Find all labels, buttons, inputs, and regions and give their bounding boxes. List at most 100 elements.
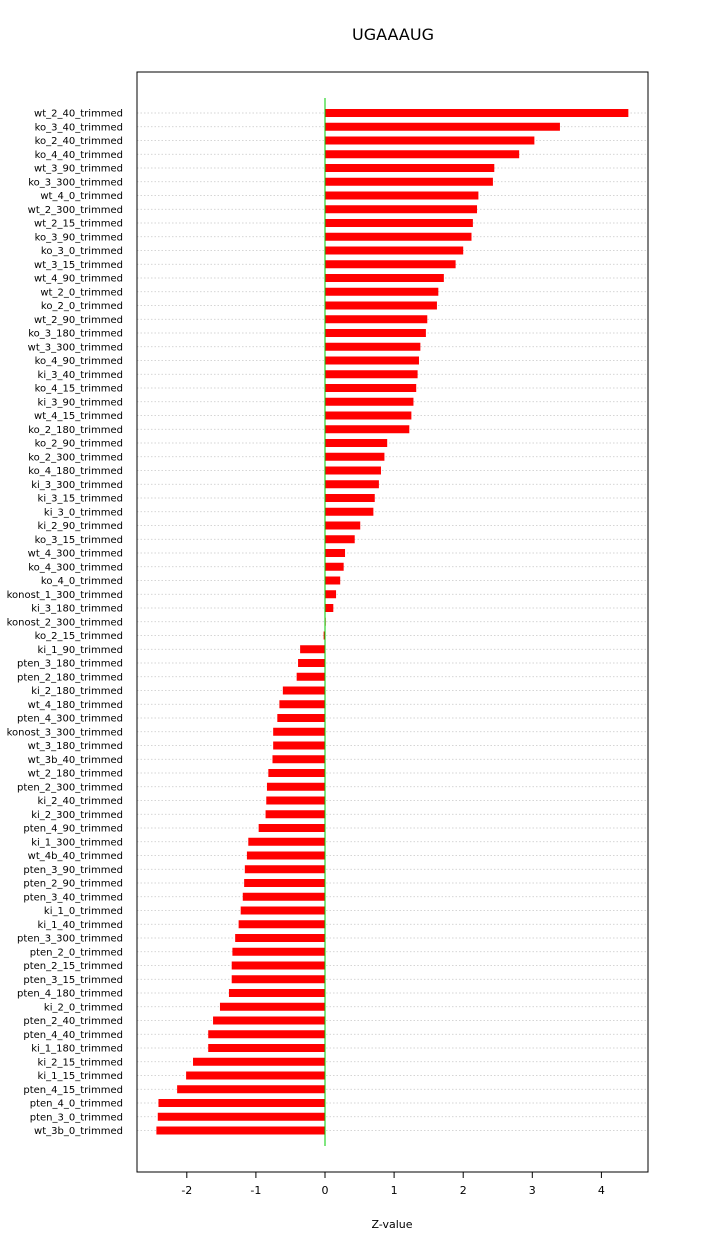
category-label: ko_4_0_trimmed — [41, 576, 123, 587]
category-label: pten_2_90_trimmed — [23, 879, 123, 890]
bar — [325, 329, 426, 337]
category-label: pten_4_0_trimmed — [30, 1099, 123, 1110]
category-label: wt_3_300_trimmed — [28, 342, 123, 353]
bar — [279, 700, 325, 709]
bar — [325, 177, 493, 186]
category-label: ki_3_180_trimmed — [31, 604, 123, 615]
category-label: pten_4_40_trimmed — [23, 1030, 123, 1041]
category-label: ko_3_0_trimmed — [41, 246, 123, 257]
bar — [325, 287, 439, 296]
category-label: ki_1_90_trimmed — [38, 645, 123, 656]
category-label: pten_3_90_trimmed — [23, 865, 123, 876]
bar — [325, 164, 495, 172]
category-label: konost_2_300_trimmed — [7, 617, 123, 628]
bar — [325, 452, 385, 461]
x-tick-label: 1 — [391, 1184, 398, 1197]
bar — [273, 741, 325, 750]
category-label: pten_2_300_trimmed — [17, 782, 123, 793]
bar — [325, 425, 410, 434]
bar — [244, 865, 325, 874]
category-label: konost_1_300_trimmed — [7, 590, 123, 601]
category-label: ki_2_180_trimmed — [31, 686, 123, 697]
bar — [208, 1030, 325, 1039]
bar — [265, 810, 325, 819]
bar — [282, 686, 325, 695]
x-tick-label: 2 — [460, 1184, 467, 1197]
bar — [325, 342, 421, 351]
bar — [266, 796, 325, 805]
category-label: ki_3_90_trimmed — [38, 397, 123, 408]
x-tick-label: 0 — [322, 1184, 329, 1197]
category-label: ki_1_180_trimmed — [31, 1044, 123, 1055]
x-tick-label: 3 — [529, 1184, 536, 1197]
bar — [325, 356, 419, 365]
x-axis: -2 -1 0 1 2 3 4 — [181, 1171, 605, 1197]
x-tick-label: -1 — [250, 1184, 261, 1197]
bar — [300, 645, 325, 654]
bar — [325, 411, 412, 420]
bar — [325, 466, 381, 475]
category-label: wt_2_300_trimmed — [28, 205, 123, 216]
bar — [231, 961, 325, 970]
chart-title: UGAAAUG — [352, 25, 434, 44]
category-label: pten_3_300_trimmed — [17, 934, 123, 945]
category-label: ki_1_0_trimmed — [44, 906, 123, 917]
category-label: ko_3_180_trimmed — [28, 329, 123, 340]
bar — [325, 136, 535, 145]
bar — [325, 397, 414, 406]
bar — [219, 1002, 325, 1011]
category-label: ko_2_15_trimmed — [35, 631, 123, 642]
category-label: wt_4b_40_trimmed — [28, 851, 123, 862]
category-label: pten_4_180_trimmed — [17, 989, 123, 1000]
category-label: wt_4_180_trimmed — [28, 700, 123, 711]
bar — [240, 906, 325, 915]
category-label: pten_3_0_trimmed — [30, 1112, 123, 1123]
bar — [325, 301, 437, 310]
category-label: ko_4_15_trimmed — [35, 384, 123, 395]
bar — [266, 782, 325, 791]
bar — [296, 672, 325, 681]
category-label: wt_3b_0_trimmed — [34, 1126, 123, 1137]
bar — [277, 714, 325, 722]
category-label: ki_2_40_trimmed — [38, 796, 123, 807]
category-label: ko_2_40_trimmed — [35, 136, 123, 147]
bar — [325, 562, 344, 571]
bar — [325, 274, 444, 282]
category-label: ko_3_90_trimmed — [35, 232, 123, 243]
bar — [325, 384, 417, 392]
category-label: ki_2_90_trimmed — [38, 521, 123, 532]
category-label: wt_4_90_trimmed — [34, 274, 123, 285]
category-label: pten_4_90_trimmed — [23, 824, 123, 835]
bar — [325, 315, 428, 324]
bar — [325, 109, 629, 117]
bar — [238, 920, 325, 929]
bar — [208, 1044, 325, 1052]
category-label: ki_1_300_trimmed — [31, 837, 123, 848]
bar — [325, 576, 341, 585]
category-label: wt_4_15_trimmed — [34, 411, 123, 422]
x-tick-label: -2 — [181, 1184, 192, 1197]
category-label: wt_3_180_trimmed — [28, 741, 123, 752]
category-label: ki_2_300_trimmed — [31, 810, 123, 821]
category-label: ki_3_0_trimmed — [44, 507, 123, 518]
bar — [325, 507, 374, 516]
bar — [242, 892, 325, 901]
x-tick-label: 4 — [598, 1184, 605, 1197]
bar — [268, 769, 325, 777]
bar — [325, 521, 361, 530]
bar — [325, 205, 478, 214]
category-label: wt_3_90_trimmed — [34, 164, 123, 175]
category-label: pten_2_0_trimmed — [30, 947, 123, 958]
bar — [244, 879, 325, 887]
category-label: ko_3_40_trimmed — [35, 122, 123, 133]
category-label: ko_4_40_trimmed — [35, 150, 123, 161]
category-label: wt_2_0_trimmed — [40, 287, 123, 298]
category-label: wt_4_300_trimmed — [28, 549, 123, 560]
bar — [232, 947, 325, 956]
category-label: wt_2_90_trimmed — [34, 315, 123, 326]
category-label: konost_3_300_trimmed — [7, 727, 123, 738]
bar — [156, 1126, 325, 1135]
bar — [298, 659, 325, 667]
bar — [325, 246, 464, 255]
bar — [177, 1085, 325, 1094]
